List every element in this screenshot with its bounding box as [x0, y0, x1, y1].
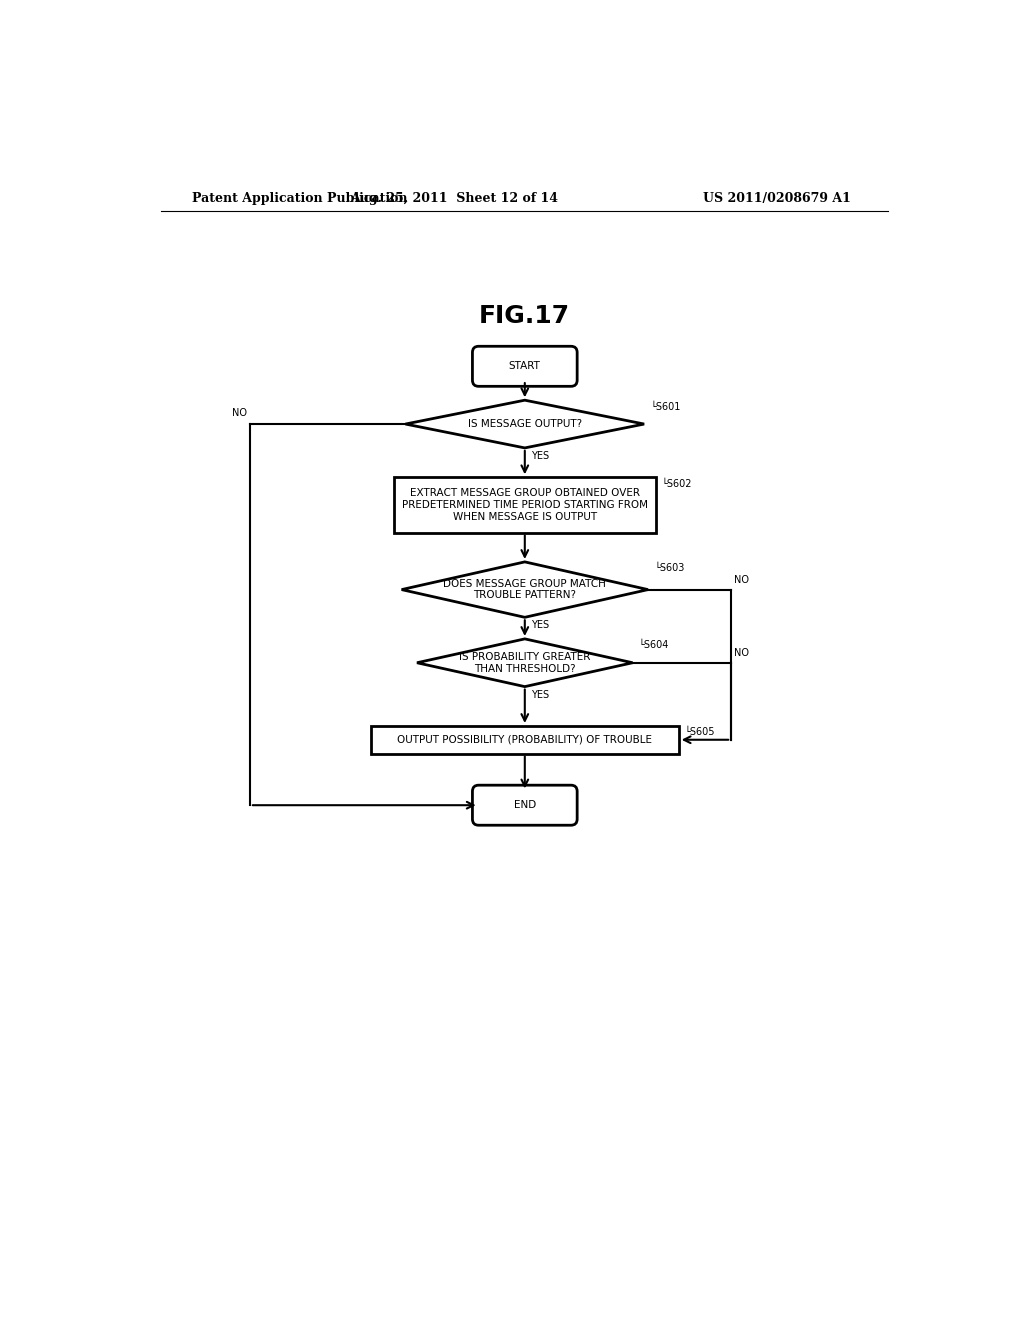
Text: └S604: └S604: [639, 640, 669, 651]
Polygon shape: [401, 562, 648, 618]
Bar: [394, 478, 655, 532]
FancyBboxPatch shape: [472, 785, 578, 825]
Text: US 2011/0208679 A1: US 2011/0208679 A1: [703, 191, 851, 205]
Text: Aug. 25, 2011  Sheet 12 of 14: Aug. 25, 2011 Sheet 12 of 14: [350, 191, 558, 205]
Text: OUTPUT POSSIBILITY (PROBABILITY) OF TROUBLE: OUTPUT POSSIBILITY (PROBABILITY) OF TROU…: [397, 735, 652, 744]
Text: IS PROBABILITY GREATER
THAN THRESHOLD?: IS PROBABILITY GREATER THAN THRESHOLD?: [459, 652, 591, 673]
Text: └S605: └S605: [685, 727, 716, 738]
Text: END: END: [514, 800, 536, 810]
Text: └S602: └S602: [662, 479, 692, 488]
Text: └S603: └S603: [654, 564, 684, 573]
Text: NO: NO: [734, 576, 750, 585]
Text: FIG.17: FIG.17: [479, 304, 570, 329]
Text: NO: NO: [231, 408, 247, 418]
Text: EXTRACT MESSAGE GROUP OBTAINED OVER
PREDETERMINED TIME PERIOD STARTING FROM
WHEN: EXTRACT MESSAGE GROUP OBTAINED OVER PRED…: [401, 488, 648, 521]
Text: YES: YES: [531, 451, 549, 461]
Text: └S601: └S601: [650, 401, 681, 412]
Text: START: START: [509, 362, 541, 371]
Bar: [371, 726, 679, 754]
Polygon shape: [406, 400, 644, 447]
Text: NO: NO: [734, 648, 750, 659]
Polygon shape: [417, 639, 633, 686]
Text: YES: YES: [531, 620, 549, 631]
Text: DOES MESSAGE GROUP MATCH
TROUBLE PATTERN?: DOES MESSAGE GROUP MATCH TROUBLE PATTERN…: [443, 578, 606, 601]
Text: YES: YES: [531, 689, 549, 700]
FancyBboxPatch shape: [472, 346, 578, 387]
Text: IS MESSAGE OUTPUT?: IS MESSAGE OUTPUT?: [468, 418, 582, 429]
Text: Patent Application Publication: Patent Application Publication: [193, 191, 408, 205]
